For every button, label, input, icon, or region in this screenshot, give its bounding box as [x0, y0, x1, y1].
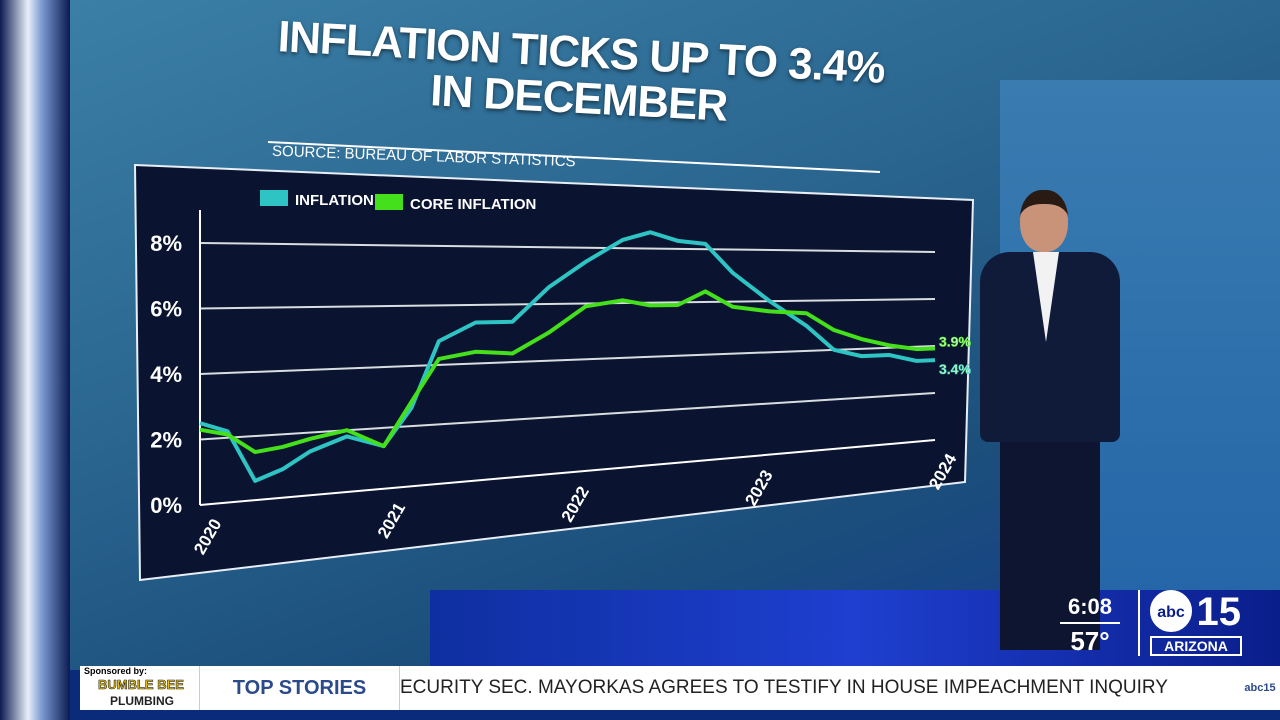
y-tick-label: 6%	[150, 297, 182, 322]
legend-swatch	[375, 194, 403, 210]
gridline	[199, 242, 936, 253]
legend-swatch	[260, 190, 288, 206]
end-value-label: 3.4%	[939, 361, 971, 377]
legend-label: INFLATION	[295, 192, 374, 209]
title-rule	[267, 141, 881, 173]
ticker-section: TOP STORIES	[200, 666, 400, 710]
sponsor-name-2: PLUMBING	[110, 694, 174, 708]
chart-panel	[133, 163, 975, 582]
y-tick-label: 2%	[150, 428, 182, 453]
y-tick-label: 8%	[150, 231, 182, 256]
legend-label: CORE INFLATION	[410, 196, 536, 213]
abc-logo: abc	[1150, 590, 1192, 632]
gridline	[199, 345, 936, 375]
time-display: 6:08	[1060, 594, 1120, 624]
news-anchor	[975, 190, 1125, 650]
channel-number: 15	[1196, 590, 1241, 634]
news-ticker: Sponsored by: BUMBLE BEE PLUMBING TOP ST…	[80, 666, 1280, 710]
station-logo: abc 15 ARIZONA	[1138, 590, 1243, 656]
y-tick-label: 0%	[150, 493, 182, 518]
time-weather: 6:08 57°	[1060, 594, 1120, 657]
y-tick-label: 4%	[150, 362, 182, 387]
series-line-inflation	[199, 230, 936, 483]
sponsored-by-label: Sponsored by:	[84, 666, 148, 676]
series-line-core-inflation	[199, 289, 936, 455]
end-value-label: 3.9%	[939, 333, 971, 349]
ticker-headline: ECURITY SEC. MAYORKAS AGREES TO TESTIFY …	[400, 677, 1168, 698]
studio-edge	[0, 0, 70, 720]
gridline	[199, 298, 936, 310]
ticker-station-logo: abc15	[1244, 682, 1276, 694]
sponsor-block: Sponsored by: BUMBLE BEE PLUMBING	[80, 666, 200, 710]
sponsor-name: BUMBLE BEE	[98, 677, 185, 692]
gridline	[199, 392, 936, 441]
gridline	[199, 439, 936, 506]
temperature-display: 57°	[1070, 626, 1110, 656]
region-label: ARIZONA	[1150, 636, 1242, 656]
